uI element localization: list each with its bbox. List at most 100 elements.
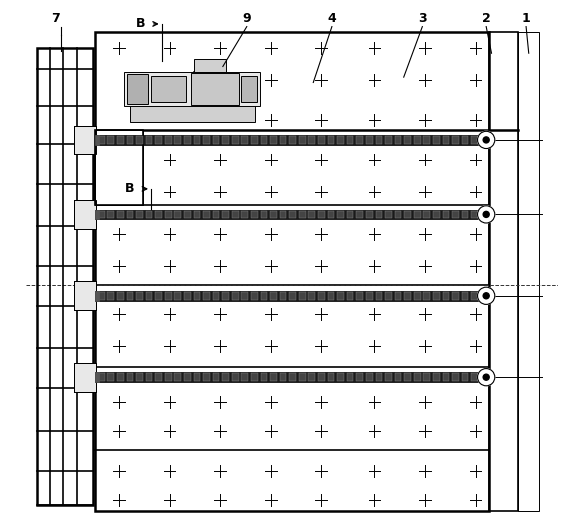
Bar [318,136,325,144]
Bar [356,136,363,144]
Bar [74,126,96,154]
Bar [270,373,277,381]
Bar [433,136,440,144]
Bar [232,292,239,300]
Circle shape [478,206,495,223]
Bar [241,136,248,144]
Bar [117,373,124,381]
Bar [74,200,96,229]
Bar [117,211,124,218]
Bar [203,136,210,144]
Bar [328,211,335,218]
Bar [95,32,489,511]
Bar [347,292,353,300]
Bar [489,32,518,511]
Bar [347,373,353,381]
Bar [433,211,440,218]
Bar [223,211,229,218]
Bar [241,211,248,218]
Bar [385,373,392,381]
Bar [124,72,260,106]
Bar [74,281,96,310]
Bar [462,211,468,218]
Bar [175,373,181,381]
Bar [462,373,468,381]
Bar [98,136,105,144]
Bar [184,211,191,218]
Bar [443,136,449,144]
Bar [443,211,449,218]
Bar [203,292,210,300]
Bar [356,373,363,381]
Bar [270,136,277,144]
Bar [260,211,267,218]
Bar [165,292,172,300]
Bar [145,373,152,381]
Bar [289,292,296,300]
Bar [165,211,172,218]
Bar [376,211,382,218]
Bar [184,136,191,144]
Bar [193,59,225,72]
Bar [127,292,133,300]
Bar [175,136,181,144]
Bar [175,292,181,300]
Bar [289,373,296,381]
Bar [213,136,220,144]
Bar [337,373,344,381]
Bar [376,292,382,300]
Bar [289,136,296,144]
Bar [328,373,335,381]
Bar [376,373,382,381]
Bar [414,211,420,218]
Bar [241,373,248,381]
Bar [193,136,200,144]
Bar [95,210,489,219]
Text: 4: 4 [328,12,336,25]
Bar [232,211,239,218]
Bar [145,292,152,300]
Bar [443,373,449,381]
Text: B: B [135,18,145,30]
Bar [251,211,258,218]
Circle shape [478,131,495,148]
Bar [395,292,401,300]
Circle shape [483,137,489,143]
Circle shape [478,369,495,386]
Bar [127,136,133,144]
Circle shape [483,374,489,380]
Circle shape [483,211,489,218]
Bar [95,130,143,205]
Bar [127,74,148,104]
Bar [347,136,353,144]
Bar [462,292,468,300]
Bar [414,292,420,300]
Bar [155,292,162,300]
Bar [270,292,277,300]
Bar [74,126,96,154]
Bar [366,292,373,300]
Bar [414,136,420,144]
Bar [366,373,373,381]
Bar [74,281,96,310]
Bar [155,373,162,381]
Bar [232,373,239,381]
Text: 9: 9 [242,12,251,25]
Bar [280,211,287,218]
Text: 7: 7 [51,12,60,25]
Bar [318,373,325,381]
Bar [433,292,440,300]
Bar [280,136,287,144]
Bar [251,292,258,300]
Bar [443,292,449,300]
Bar [155,136,162,144]
Bar [151,76,186,102]
Bar [213,373,220,381]
Circle shape [483,293,489,299]
Text: B: B [125,182,134,195]
Bar [289,211,296,218]
Bar [471,136,478,144]
Bar [130,105,255,122]
Bar [423,136,430,144]
Bar [98,292,105,300]
